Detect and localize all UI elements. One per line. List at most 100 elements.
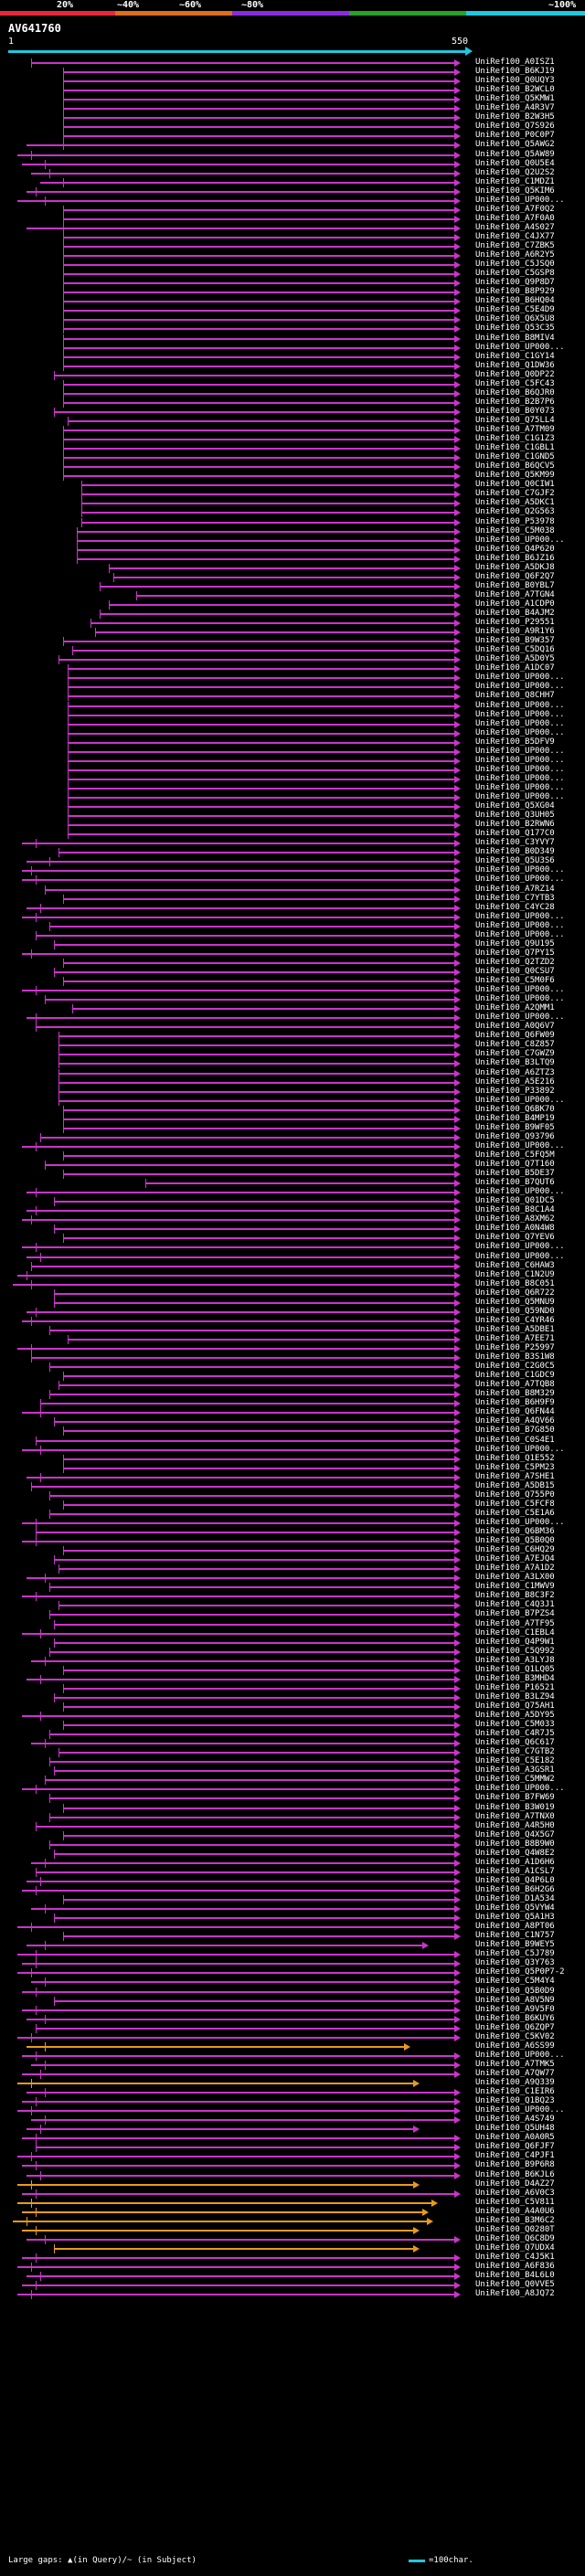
hit-row[interactable]: UniRef100_Q5B0Q0 (0, 1536, 585, 1547)
hit-label[interactable]: UniRef100_C4YR46 (475, 1315, 555, 1325)
hit-label[interactable]: UniRef100_A0ISZ1 (475, 58, 555, 67)
hit-row[interactable]: UniRef100_Q3Y763 (0, 1958, 585, 1969)
hit-row[interactable]: UniRef100_UP000... (0, 1784, 585, 1795)
hit-label[interactable]: UniRef100_C5DQ16 (475, 645, 555, 655)
hit-row[interactable]: UniRef100_C1G1Z3 (0, 434, 585, 445)
hit-row[interactable]: UniRef100_A4R5H0 (0, 1821, 585, 1831)
hit-row[interactable]: UniRef100_Q7T160 (0, 1160, 585, 1170)
hit-label[interactable]: UniRef100_B9W357 (475, 636, 555, 646)
hit-row[interactable]: UniRef100_Q6ZQP7 (0, 2023, 585, 2033)
hit-label[interactable]: UniRef100_C5FQ5M (475, 1150, 555, 1160)
hit-label[interactable]: UniRef100_Q6FJF7 (475, 2142, 555, 2152)
hit-row[interactable]: UniRef100_C1GDC9 (0, 1371, 585, 1382)
hit-row[interactable]: UniRef100_UP000... (0, 774, 585, 784)
hit-row[interactable]: UniRef100_C5M033 (0, 1720, 585, 1731)
hit-row[interactable]: UniRef100_A3LX00 (0, 1573, 585, 1584)
hit-row[interactable]: UniRef100_A8JQ72 (0, 2289, 585, 2300)
hit-row[interactable]: UniRef100_A9V5F0 (0, 2004, 585, 2015)
hit-label[interactable]: UniRef100_C5GSP8 (475, 269, 555, 279)
hit-row[interactable]: UniRef100_B8C051 (0, 1279, 585, 1289)
hit-label[interactable]: UniRef100_C4YC28 (475, 902, 555, 912)
hit-label[interactable]: UniRef100_C1G1Z3 (475, 434, 555, 444)
hit-label[interactable]: UniRef100_C4PJF1 (475, 2151, 555, 2161)
hit-label[interactable]: UniRef100_Q5P0P7-2 (475, 1967, 565, 1977)
hit-label[interactable]: UniRef100_C5JSQ0 (475, 260, 555, 270)
hit-label[interactable]: UniRef100_A4S749 (475, 2115, 555, 2125)
hit-row[interactable]: UniRef100_Q0280T (0, 2225, 585, 2235)
hit-row[interactable]: UniRef100_C8Z857 (0, 1040, 585, 1051)
hit-row[interactable]: UniRef100_B6H2G6 (0, 1885, 585, 1895)
hit-label[interactable]: UniRef100_B8C3F2 (475, 1591, 555, 1601)
hit-row[interactable]: UniRef100_A8XM62 (0, 1214, 585, 1225)
hit-label[interactable]: UniRef100_A9R1Y6 (475, 627, 555, 637)
hit-label[interactable]: UniRef100_Q5MNU9 (475, 1297, 555, 1307)
hit-label[interactable]: UniRef100_B2W3H5 (475, 112, 555, 122)
hit-row[interactable]: UniRef100_UP000... (0, 2105, 585, 2116)
hit-row[interactable]: UniRef100_P29551 (0, 618, 585, 629)
hit-label[interactable]: UniRef100_C5KV02 (475, 2031, 555, 2041)
hit-row[interactable]: UniRef100_C5DQ16 (0, 645, 585, 656)
hit-label[interactable]: UniRef100_B3W019 (475, 1802, 555, 1812)
hit-row[interactable]: UniRef100_UP000... (0, 921, 585, 931)
hit-label[interactable]: UniRef100_Q5KIM6 (475, 186, 555, 196)
hit-row[interactable]: UniRef100_Q8CHH7 (0, 691, 585, 702)
hit-row[interactable]: UniRef100_A5DB15 (0, 1481, 585, 1491)
hit-row[interactable]: UniRef100_UP000... (0, 535, 585, 546)
hit-row[interactable]: UniRef100_Q0DP22 (0, 369, 585, 380)
hit-label[interactable]: UniRef100_C4J5K1 (475, 2252, 555, 2262)
hit-label[interactable]: UniRef100_C1GND5 (475, 452, 555, 462)
hit-label[interactable]: UniRef100_UP000... (475, 1517, 565, 1527)
hit-label[interactable]: UniRef100_A6V0C3 (475, 2188, 555, 2198)
hit-label[interactable]: UniRef100_UP000... (475, 342, 565, 352)
hit-label[interactable]: UniRef100_B5DE37 (475, 1169, 555, 1179)
hit-row[interactable]: UniRef100_B4MP19 (0, 1114, 585, 1124)
hit-row[interactable]: UniRef100_Q755P0 (0, 1490, 585, 1500)
hit-row[interactable]: UniRef100_Q7YEV6 (0, 1233, 585, 1244)
hit-row[interactable]: UniRef100_A6ZTZ3 (0, 1068, 585, 1078)
hit-row[interactable]: UniRef100_C1MDZ1 (0, 177, 585, 187)
hit-row[interactable]: UniRef100_Q5AW89 (0, 150, 585, 160)
hit-label[interactable]: UniRef100_C5V811 (475, 2197, 555, 2207)
hit-row[interactable]: UniRef100_Q5KIM6 (0, 186, 585, 196)
hit-row[interactable]: UniRef100_Q5MNU9 (0, 1297, 585, 1308)
hit-label[interactable]: UniRef100_C5E1A6 (475, 1508, 555, 1518)
hit-row[interactable]: UniRef100_C5Q992 (0, 1647, 585, 1657)
hit-label[interactable]: UniRef100_Q0DP22 (475, 369, 555, 379)
hit-row[interactable]: UniRef100_Q5A1H3 (0, 1913, 585, 1924)
hit-row[interactable]: UniRef100_Q0U5E4 (0, 159, 585, 169)
hit-label[interactable]: UniRef100_C1N2U9 (475, 1269, 555, 1279)
hit-row[interactable]: UniRef100_C5M4Y4 (0, 1977, 585, 1988)
hit-row[interactable]: UniRef100_Q6C8D9 (0, 2234, 585, 2244)
hit-row[interactable]: UniRef100_B2B7P6 (0, 398, 585, 408)
hit-label[interactable]: UniRef100_Q75LL4 (475, 415, 555, 425)
hit-label[interactable]: UniRef100_B3S1W8 (475, 1352, 555, 1362)
hit-row[interactable]: UniRef100_UP000... (0, 728, 585, 738)
hit-label[interactable]: UniRef100_A7SHE1 (475, 1471, 555, 1481)
hit-row[interactable]: UniRef100_C4JX77 (0, 232, 585, 242)
hit-label[interactable]: UniRef100_Q6X5U8 (475, 314, 555, 324)
hit-label[interactable]: UniRef100_A1D6H6 (475, 1857, 555, 1867)
hit-label[interactable]: UniRef100_C5E4D9 (475, 305, 555, 315)
hit-label[interactable]: UniRef100_C7YTB3 (475, 893, 555, 903)
hit-label[interactable]: UniRef100_Q75AH1 (475, 1701, 555, 1711)
hit-row[interactable]: UniRef100_A6SS99 (0, 2041, 585, 2051)
hit-row[interactable]: UniRef100_P0C0P7 (0, 131, 585, 142)
hit-label[interactable]: UniRef100_B6JZ16 (475, 553, 555, 563)
hit-row[interactable]: UniRef100_A5E216 (0, 1077, 585, 1087)
hit-row[interactable]: UniRef100_C5M038 (0, 526, 585, 536)
hit-label[interactable]: UniRef100_A1CDP0 (475, 599, 555, 609)
hit-label[interactable]: UniRef100_C6HQ29 (475, 1545, 555, 1555)
hit-row[interactable]: UniRef100_C7ZBK5 (0, 241, 585, 251)
hit-row[interactable]: UniRef100_B8M329 (0, 1389, 585, 1400)
hit-label[interactable]: UniRef100_C7GTB2 (475, 1747, 555, 1757)
hit-label[interactable]: UniRef100_UP000... (475, 1095, 565, 1105)
hit-label[interactable]: UniRef100_A9V5F0 (475, 2004, 555, 2014)
hit-row[interactable]: UniRef100_C5E4D9 (0, 305, 585, 316)
hit-row[interactable]: UniRef100_UP000... (0, 1242, 585, 1253)
hit-row[interactable]: UniRef100_C3YVY7 (0, 838, 585, 849)
hit-row[interactable]: UniRef100_C5MMW2 (0, 1775, 585, 1786)
hit-label[interactable]: UniRef100_Q0VVE5 (475, 2280, 555, 2290)
hit-label[interactable]: UniRef100_Q7UDX4 (475, 2242, 555, 2253)
hit-row[interactable]: UniRef100_UP000... (0, 994, 585, 1005)
hit-row[interactable]: UniRef100_Q5VYW4 (0, 1903, 585, 1914)
